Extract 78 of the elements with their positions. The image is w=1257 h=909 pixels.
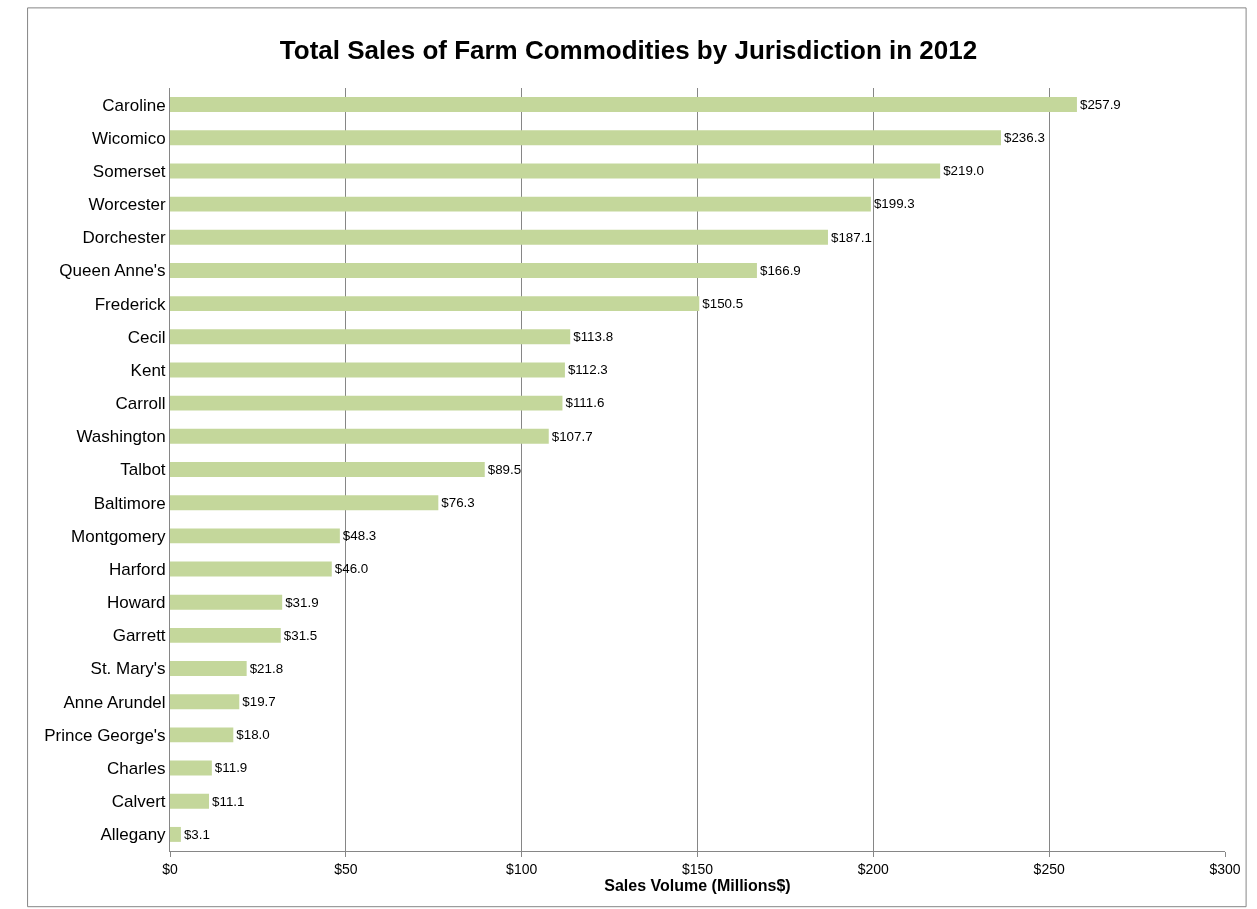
bar (170, 793, 210, 809)
y-tick-label: Anne Arundel (63, 692, 166, 712)
data-label: $31.5 (283, 627, 318, 643)
bar (170, 528, 340, 544)
bar (170, 262, 757, 278)
data-label: $166.9 (759, 262, 801, 278)
x-tick-label: $150 (681, 860, 714, 877)
bar (170, 428, 549, 444)
data-label: $219.0 (943, 163, 984, 179)
bar (170, 296, 700, 312)
y-tick-label: Talbot (120, 460, 166, 480)
x-axis-title: Sales Volume (Millions$) (604, 876, 791, 894)
data-label: $111.6 (565, 395, 605, 411)
data-label: $46.0 (334, 561, 369, 577)
y-tick-label: Kent (130, 360, 166, 380)
bar (170, 395, 563, 411)
bar (170, 561, 332, 577)
x-tick-label: $0 (162, 860, 178, 877)
y-tick-label: Caroline (102, 95, 166, 115)
y-tick-label: Calvert (111, 792, 166, 812)
data-label: $31.9 (285, 594, 319, 610)
y-tick-label: Howard (107, 593, 166, 613)
y-tick-label: Worcester (88, 195, 166, 215)
chart-title: Total Sales of Farm Commodities by Jurisdiction in 2012 (279, 35, 978, 66)
data-label: $11.9 (214, 760, 248, 776)
data-label: $113.8 (573, 329, 614, 345)
bar (170, 229, 828, 245)
y-tick-label: Garrett (112, 626, 166, 646)
bar (170, 760, 212, 776)
data-label: $199.3 (873, 196, 915, 212)
data-label: $89.5 (487, 461, 522, 477)
bar (170, 329, 571, 345)
bar (170, 826, 181, 842)
bar (170, 196, 871, 212)
y-tick-label: Washington (76, 427, 166, 447)
data-label: $187.1 (830, 229, 872, 245)
bar (170, 627, 281, 643)
bar (170, 97, 1077, 113)
y-tick-label: Montgomery (71, 526, 167, 546)
data-label: $3.1 (183, 826, 210, 842)
data-label: $11.1 (212, 793, 245, 809)
bar (170, 130, 1001, 146)
y-tick-label: Prince George's (44, 725, 166, 745)
y-tick-label: Somerset (92, 161, 166, 181)
y-tick-label: St. Mary's (90, 659, 166, 679)
y-tick-label: Frederick (94, 294, 167, 314)
data-label: $112.3 (567, 362, 608, 378)
y-tick-label: Carroll (115, 394, 166, 414)
data-label: $18.0 (236, 727, 270, 743)
bar (170, 727, 234, 743)
data-label: $76.3 (441, 495, 475, 510)
data-label: $236.3 (1004, 130, 1045, 146)
y-tick-label: Allegany (100, 825, 167, 845)
data-label: $48.3 (342, 528, 377, 544)
data-label: $257.9 (1079, 96, 1121, 112)
bar (170, 163, 941, 179)
y-tick-label: Harford (108, 559, 166, 579)
x-tick-label: $250 (1033, 860, 1065, 877)
y-tick-label: Queen Anne's (59, 261, 166, 281)
bar (170, 661, 247, 677)
bar (170, 495, 439, 511)
y-tick-label: Baltimore (93, 493, 166, 513)
bar (170, 694, 240, 710)
x-tick-label: $200 (857, 860, 890, 877)
data-label: $21.8 (249, 660, 284, 676)
x-tick-label: $50 (334, 860, 358, 877)
x-tick-label: $100 (506, 860, 538, 877)
data-label: $107.7 (551, 428, 593, 444)
data-label: $19.7 (242, 694, 276, 710)
data-label: $150.5 (702, 295, 744, 311)
y-tick-label: Cecil (127, 327, 166, 347)
y-tick-label: Charles (107, 759, 166, 779)
bar (170, 362, 565, 378)
bar (170, 594, 283, 610)
bar (170, 462, 485, 477)
y-tick-label: Wicomico (91, 128, 166, 148)
x-tick-label: $300 (1209, 860, 1241, 877)
y-tick-label: Dorchester (82, 228, 166, 248)
